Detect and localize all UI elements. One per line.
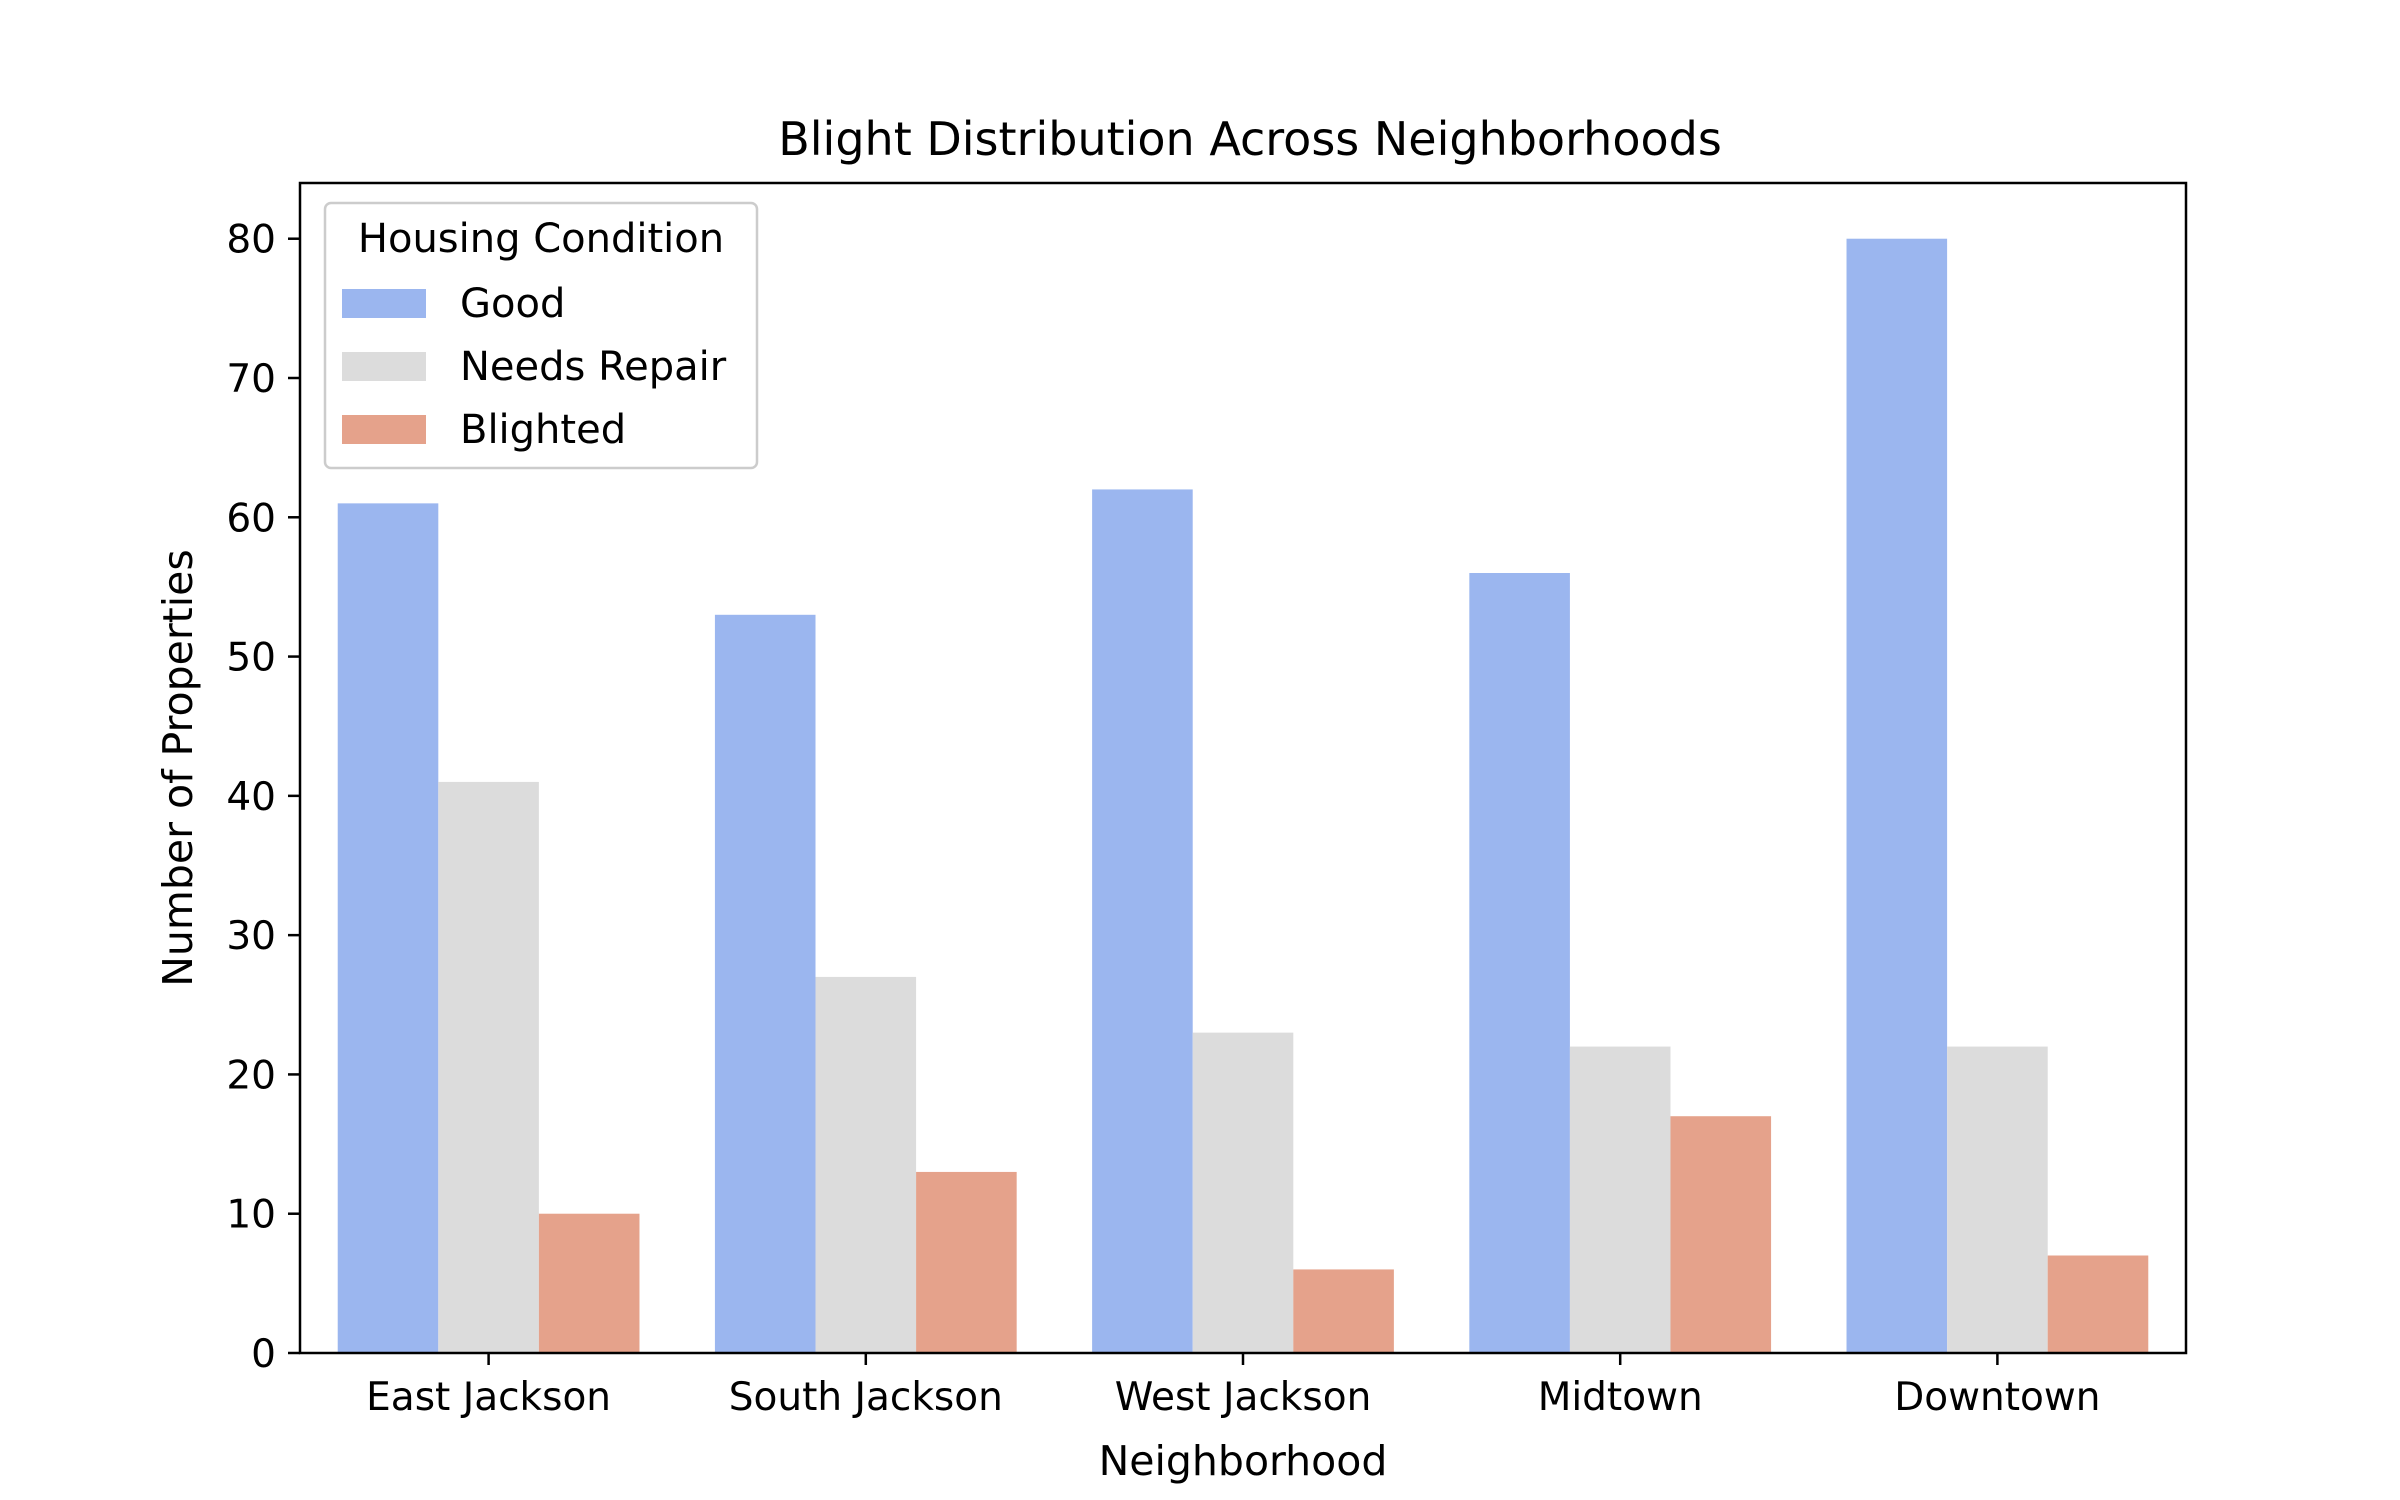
x-tick-label: West Jackson [1115, 1375, 1372, 1420]
bar-blighted-downtown [2047, 1255, 2149, 1353]
x-axis-ticks: East Jackson South Jackson West Jackson Mid… [366, 1353, 2101, 1420]
bar-good-south-jackson [714, 614, 816, 1353]
legend-frame [323, 201, 759, 470]
bar-good-midtown [1469, 573, 1570, 1353]
y-axis-ticks: 0 10 20 30 40 50 60 70 80 [226, 218, 300, 1377]
x-tick-label: East Jackson [366, 1375, 611, 1420]
legend-title: Housing Condition [358, 216, 724, 262]
x-tick-label: Midtown [1538, 1375, 1703, 1420]
y-tick-label: 50 [226, 636, 276, 681]
y-tick-label: 0 [251, 1332, 276, 1377]
x-axis-label: Neighborhood [1099, 1437, 1388, 1485]
chart-title: Blight Distribution Across Neighborhoods [778, 112, 1722, 166]
y-tick-label: 20 [226, 1053, 276, 1098]
x-tick-label: South Jackson [729, 1375, 1003, 1420]
bar-good-west-jackson [1092, 489, 1193, 1353]
bars-group [337, 238, 2149, 1354]
bar-blighted-east-jackson [538, 1213, 640, 1353]
y-tick-label: 40 [226, 775, 276, 820]
bar-needs-repair-midtown [1569, 1046, 1671, 1353]
bar-good-east-jackson [337, 503, 439, 1353]
legend: Housing Condition Good Needs Repair Blight… [323, 201, 759, 470]
legend-swatch-good [342, 289, 426, 318]
y-tick-label: 10 [226, 1193, 276, 1238]
bar-needs-repair-east-jackson [438, 781, 539, 1353]
bar-blighted-west-jackson [1293, 1269, 1394, 1353]
legend-label-needs-repair: Needs Repair [460, 344, 727, 390]
y-tick-label: 60 [226, 496, 276, 541]
y-tick-label: 30 [226, 914, 276, 959]
bar-good-downtown [1846, 238, 1948, 1354]
y-tick-label: 80 [226, 218, 276, 263]
bar-needs-repair-downtown [1947, 1046, 2048, 1353]
y-axis-label: Number of Properties [154, 549, 202, 987]
bar-blighted-midtown [1670, 1116, 1772, 1353]
legend-label-blighted: Blighted [460, 407, 626, 453]
bar-blighted-south-jackson [916, 1171, 1017, 1353]
legend-entries: Good Needs Repair Blighted [342, 281, 727, 453]
bar-needs-repair-south-jackson [815, 976, 917, 1353]
legend-swatch-blighted [342, 415, 426, 444]
bar-needs-repair-west-jackson [1192, 1032, 1294, 1353]
x-tick-label: Downtown [1894, 1375, 2100, 1420]
legend-label-good: Good [460, 281, 565, 327]
plot-frame [298, 181, 2188, 1355]
legend-swatch-needs-repair [342, 352, 426, 381]
y-tick-label: 70 [226, 357, 276, 402]
